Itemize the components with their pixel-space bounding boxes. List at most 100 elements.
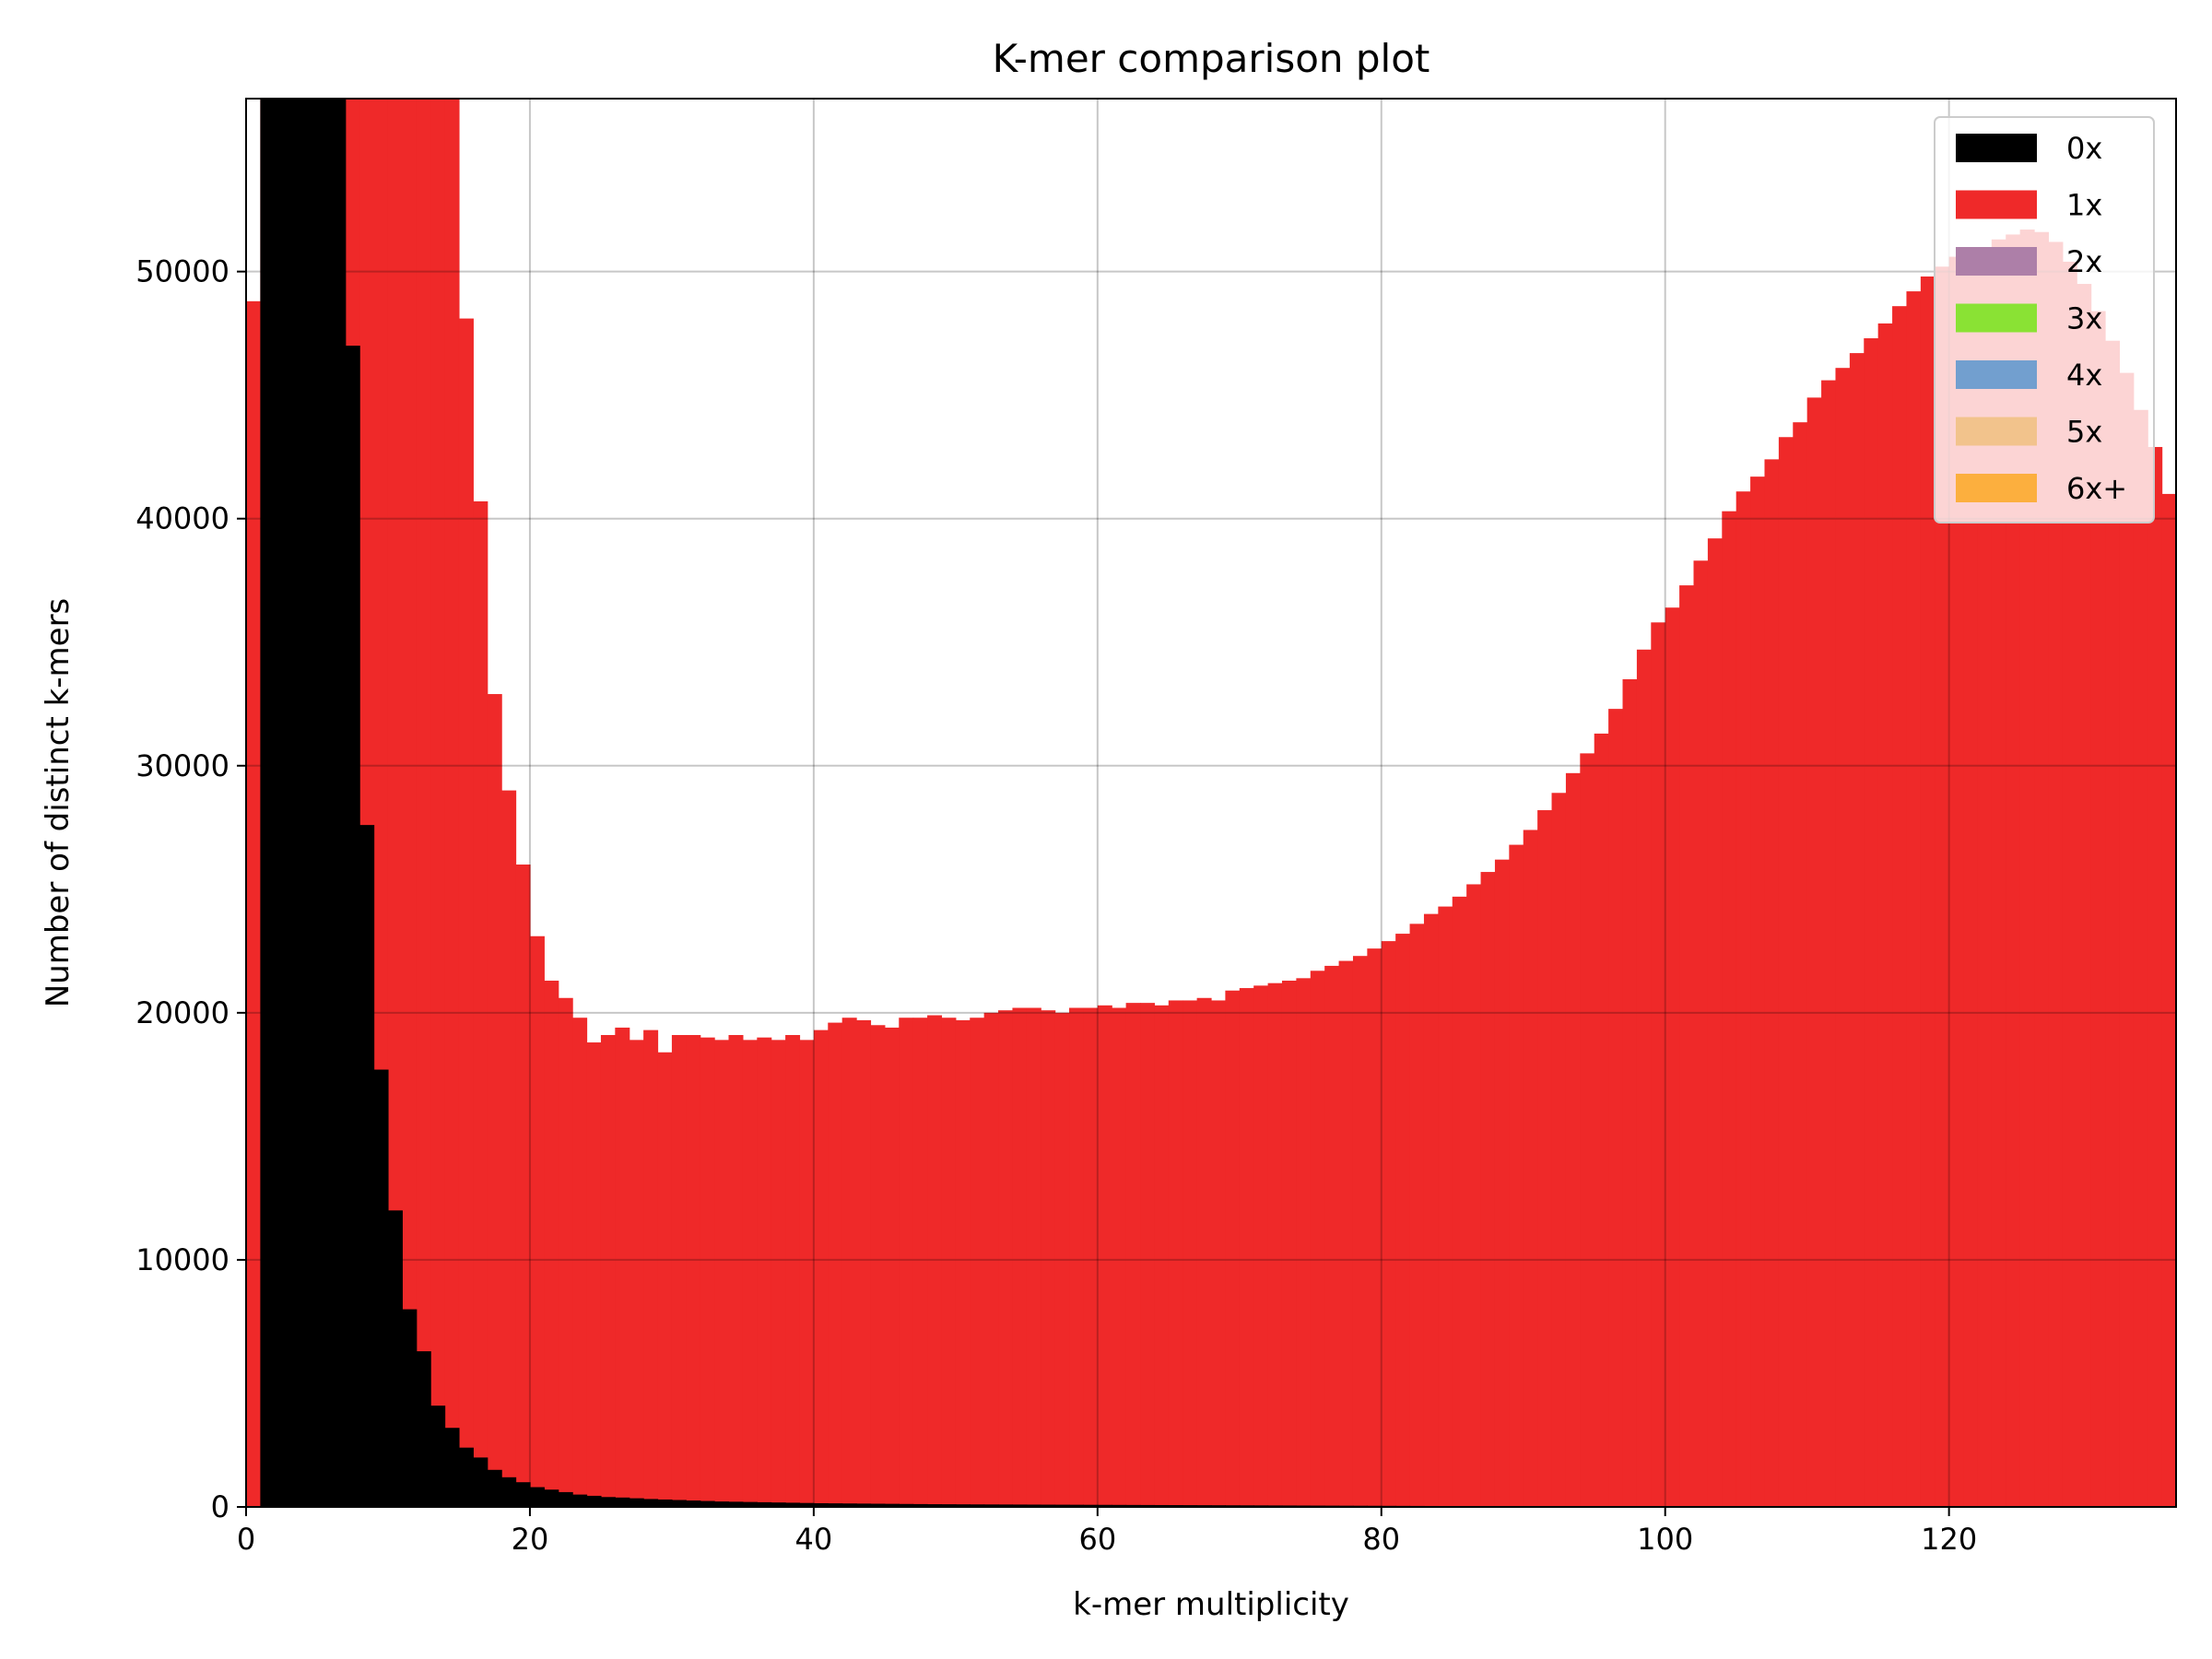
x-tick-label: 60 bbox=[1078, 1522, 1116, 1557]
bar-1x bbox=[544, 981, 559, 1507]
bar-0x bbox=[444, 1428, 460, 1507]
bar-1x bbox=[1651, 622, 1666, 1507]
bar-1x bbox=[841, 1018, 857, 1507]
bar-1x bbox=[1509, 844, 1524, 1507]
bar-0x bbox=[799, 1502, 815, 1507]
x-axis-label: k-mer multiplicity bbox=[1073, 1586, 1349, 1623]
bar-0x bbox=[1140, 1504, 1156, 1507]
bar-1x bbox=[686, 1034, 701, 1507]
bar-1x bbox=[1793, 422, 1808, 1507]
bar-1x bbox=[1352, 956, 1368, 1507]
bar-1x bbox=[2119, 372, 2135, 1507]
bar-0x bbox=[1112, 1504, 1127, 1507]
bar-0x bbox=[316, 99, 332, 1507]
bar-0x bbox=[288, 99, 304, 1507]
bar-1x bbox=[1892, 306, 1908, 1507]
bar-0x bbox=[728, 1501, 744, 1507]
bar-0x bbox=[387, 1210, 403, 1507]
bar-0x bbox=[856, 1503, 872, 1507]
bar-1x bbox=[1594, 733, 1609, 1507]
legend-swatch bbox=[1956, 303, 2037, 333]
legend-swatch bbox=[1956, 247, 2037, 276]
plot-frame bbox=[245, 98, 2177, 1508]
bar-1x bbox=[927, 1015, 943, 1507]
bar-1x bbox=[2048, 241, 2064, 1507]
bar-1x bbox=[1722, 511, 1737, 1507]
series-0x-bars bbox=[260, 99, 2176, 1507]
bar-1x bbox=[1906, 291, 1922, 1507]
bar-0x bbox=[544, 1489, 559, 1507]
bar-0x bbox=[828, 1503, 843, 1507]
bar-1x bbox=[529, 935, 545, 1507]
bar-1x bbox=[1821, 380, 1837, 1507]
bar-1x bbox=[1693, 560, 1709, 1507]
bar-1x bbox=[402, 99, 418, 1507]
bar-0x bbox=[615, 1497, 630, 1507]
bar-0x bbox=[955, 1504, 971, 1507]
bar-1x bbox=[1622, 678, 1638, 1507]
bar-1x bbox=[1963, 256, 1979, 1507]
bar-1x bbox=[884, 1027, 900, 1507]
bar-1x bbox=[1423, 913, 1439, 1507]
bar-1x bbox=[615, 1027, 630, 1507]
bar-1x bbox=[1112, 1007, 1127, 1507]
bar-0x bbox=[1154, 1504, 1170, 1507]
bar-1x bbox=[2034, 231, 2050, 1507]
bar-0x bbox=[302, 99, 318, 1507]
bar-1x bbox=[246, 300, 261, 1507]
bar-1x bbox=[1239, 988, 1254, 1507]
bar-0x bbox=[345, 346, 360, 1507]
bar-1x bbox=[1735, 491, 1751, 1507]
bar-0x bbox=[515, 1482, 531, 1507]
bar-0x bbox=[402, 1309, 418, 1507]
bar-1x bbox=[1097, 1005, 1112, 1507]
legend-swatch bbox=[1956, 417, 2037, 446]
bar-1x bbox=[828, 1022, 843, 1507]
bar-1x bbox=[870, 1025, 886, 1507]
bar-0x bbox=[771, 1502, 786, 1507]
chart-title: K-mer comparison plot bbox=[993, 36, 1430, 81]
bar-1x bbox=[1580, 753, 1595, 1507]
bar-1x bbox=[941, 1018, 957, 1507]
bar-1x bbox=[1764, 459, 1780, 1507]
bar-0x bbox=[458, 1447, 474, 1507]
y-axis-ticks: 0 10000 20000 30000 40000 50000 bbox=[135, 254, 246, 1524]
bar-1x bbox=[799, 1040, 815, 1507]
bar-1x bbox=[2133, 409, 2148, 1507]
bar-1x bbox=[444, 99, 460, 1507]
bar-0x bbox=[331, 99, 347, 1507]
bar-1x bbox=[1168, 1000, 1183, 1507]
bar-1x bbox=[1935, 266, 1950, 1507]
legend-label: 1x bbox=[2066, 188, 2102, 223]
legend-swatch bbox=[1956, 474, 2037, 502]
bar-1x bbox=[1041, 1010, 1056, 1507]
bar-1x bbox=[1395, 934, 1411, 1507]
x-tick-label: 120 bbox=[1921, 1522, 1977, 1557]
bar-1x bbox=[1083, 1007, 1099, 1507]
bar-1x bbox=[1069, 1007, 1085, 1507]
legend-label: 2x bbox=[2066, 244, 2102, 279]
bar-1x bbox=[1537, 810, 1553, 1507]
bar-1x bbox=[1523, 830, 1538, 1507]
bar-0x bbox=[785, 1502, 801, 1507]
bar-1x bbox=[1338, 960, 1354, 1507]
bar-1x bbox=[430, 99, 446, 1507]
bar-1x bbox=[1608, 709, 1624, 1507]
bar-1x bbox=[1012, 1007, 1028, 1507]
bar-0x bbox=[870, 1503, 886, 1507]
legend-label: 5x bbox=[2066, 415, 2102, 450]
bar-1x bbox=[387, 99, 403, 1507]
bar-1x bbox=[912, 1018, 928, 1507]
bar-0x bbox=[657, 1499, 673, 1507]
bar-0x bbox=[1012, 1504, 1028, 1507]
bar-0x bbox=[714, 1501, 730, 1507]
legend-label: 0x bbox=[2066, 131, 2102, 166]
bar-1x bbox=[1367, 948, 1382, 1507]
bar-1x bbox=[1452, 896, 1467, 1507]
bar-0x bbox=[373, 1069, 389, 1507]
bar-0x bbox=[899, 1503, 914, 1507]
bar-1x bbox=[487, 694, 502, 1507]
legend-label: 6x+ bbox=[2066, 471, 2127, 506]
y-tick-label: 50000 bbox=[135, 254, 229, 289]
